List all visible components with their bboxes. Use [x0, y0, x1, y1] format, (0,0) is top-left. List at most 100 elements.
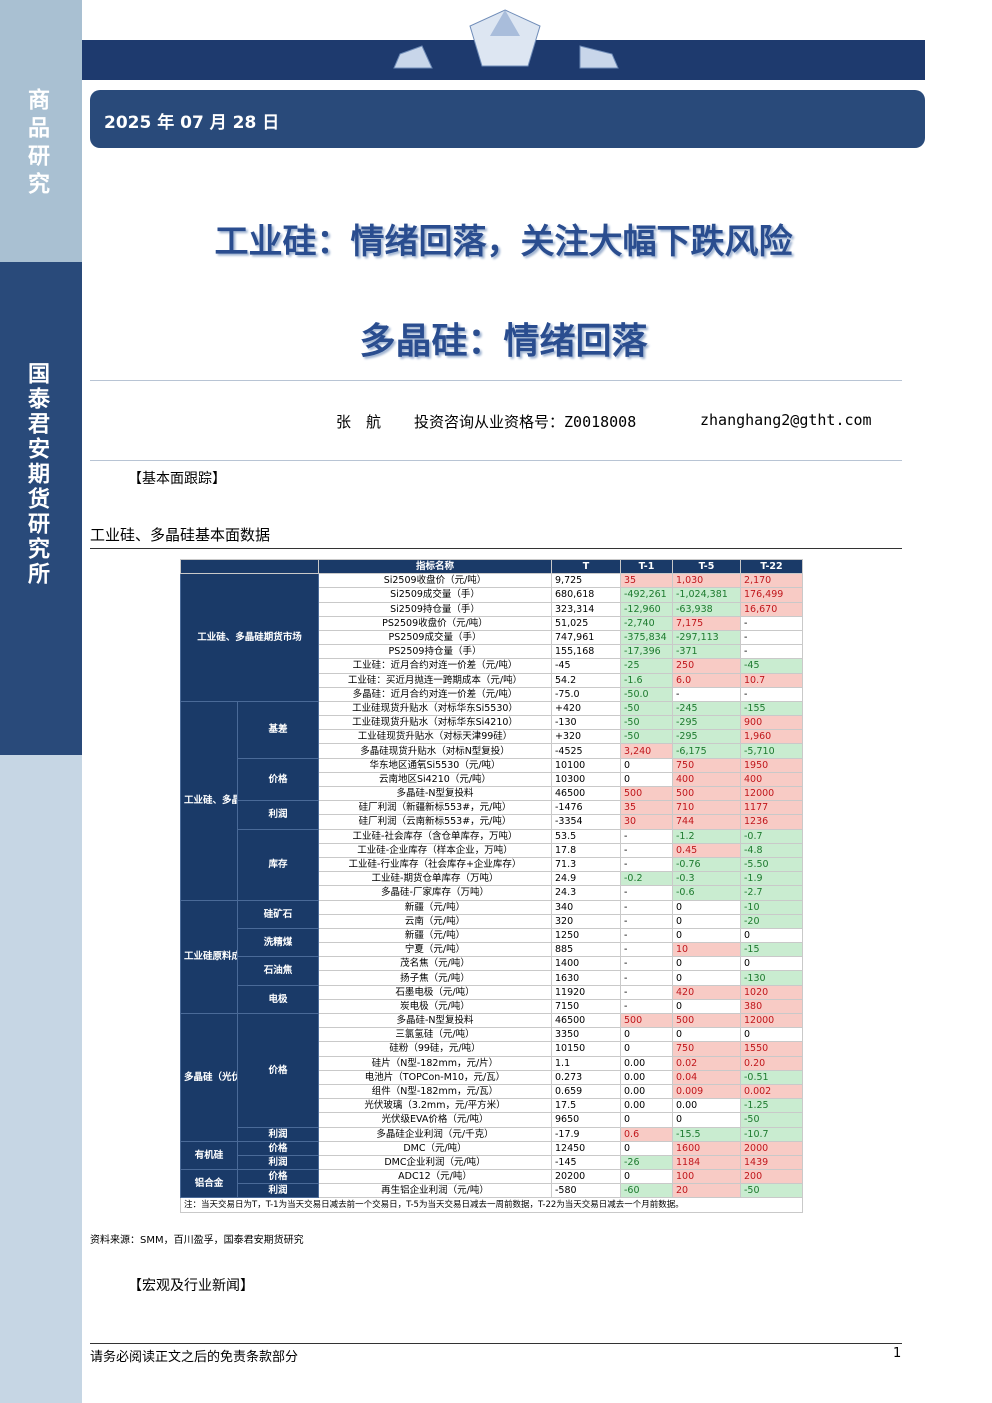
institute-label: 国泰君安期货研究所 — [24, 362, 49, 587]
section-heading: 【基本面跟踪】 — [128, 471, 226, 487]
value-cell: -145 — [551, 1154, 621, 1171]
value-cell: -375,834 — [620, 629, 673, 646]
indicator-name: 电池片（TOPCon-M10，元/瓦） — [318, 1069, 552, 1085]
table-row: 工业硅、多晶硅基差工业硅现货升贴水（对标华东Si5530）+420-50-245… — [180, 700, 803, 901]
subgroup-label: 库存 — [237, 828, 319, 901]
indicator-name: Si2509成交量（手） — [318, 587, 552, 603]
indicator-name: 多晶硅企业利润（元/千克） — [318, 1126, 552, 1142]
table-row: 库存 工业硅-社会库存（含仓单库存，万吨） 53.5- -1.2 -0.7 — [181, 828, 803, 901]
indicator-name: 硅厂利润（新疆新标553#，元/吨） — [318, 800, 552, 816]
subgroup-label: 洗精煤 — [237, 927, 319, 958]
table-row: 电池片（TOPCon-M10，元/瓦） 0.273 0.00 0.04 -0.51 — [181, 1069, 803, 1085]
table-row: 利润 再生铝企业利润（元/吨） -580 -60 20 -50 — [181, 1183, 803, 1199]
value-cell: 0.20 — [740, 1055, 803, 1071]
value-cell: -15 — [740, 942, 803, 958]
group-label: 有机硅 — [180, 1140, 238, 1171]
value-cell: - — [620, 927, 673, 944]
sidebar-bottom — [0, 755, 82, 1403]
page-number: 1 — [893, 1346, 902, 1361]
value-cell: 400 — [740, 771, 803, 788]
indicator-name: 工业硅-行业库存（社会库存+企业库存） — [318, 856, 552, 873]
value-cell: - — [740, 686, 803, 702]
table-row: 指标名称 T T-1 T-5 T-22 — [180, 558, 803, 575]
value-cell: 1950 — [740, 757, 803, 773]
value-cell: 20200 — [551, 1169, 621, 1185]
header-cell: T-22 — [740, 558, 803, 575]
value-cell: -4525 — [551, 743, 621, 759]
indicator-name: 工业硅现货升贴水（对标华东Si5530） — [318, 700, 552, 717]
value-cell: 176,499 — [740, 587, 803, 603]
indicator-name: 多晶硅-N型复投料 — [318, 785, 552, 802]
value-cell: -1476 — [551, 800, 621, 816]
value-cell: - — [740, 629, 803, 646]
group-label: 铝合金 — [180, 1169, 238, 1199]
value-cell: - — [620, 998, 673, 1015]
value-cell: -10.7 — [740, 1126, 803, 1142]
table-row: 注：当天交易日为T，T-1为当天交易日减去前一个交易日，T-5为当天交易日减去一… — [180, 1197, 803, 1213]
table-note: 注：当天交易日为T，T-1为当天交易日减去前一个交易日，T-5为当天交易日减去一… — [180, 1197, 803, 1213]
value-cell: - — [620, 956, 673, 972]
table-row: 宁夏（元/吨） 885-10 -15 — [181, 942, 803, 958]
value-cell: 0.659 — [551, 1083, 621, 1100]
value-cell: -50 — [620, 700, 673, 717]
value-cell: -5,710 — [740, 743, 803, 759]
value-cell: +320 — [551, 729, 621, 745]
value-cell: -3354 — [551, 814, 621, 830]
indicator-name: 工业硅：近月合约对连一价差（元/吨） — [318, 658, 552, 674]
indicator-name: 华东地区通氧Si5530（元/吨） — [318, 757, 552, 773]
data-table: 指标名称 T T-1 T-5 T-22 工业硅、多晶硅期货市场 Si2509收盘价（元/吨）… — [180, 558, 803, 1213]
indicator-name: 工业硅-社会库存（含仓单库存，万吨） — [318, 828, 552, 844]
value-cell: -0.6 — [672, 885, 741, 901]
sidebar-middle — [0, 262, 82, 755]
indicator-name: Si2509收盘价（元/吨） — [318, 573, 552, 589]
value-cell: -130 — [740, 970, 803, 986]
table-row: 扬子焦（元/吨） 1630-0 -130 — [181, 970, 803, 986]
value-cell: -371 — [672, 644, 741, 660]
value-cell: 10.7 — [740, 672, 803, 688]
value-cell: 24.9 — [551, 871, 621, 887]
value-cell: 35 — [620, 573, 673, 589]
value-cell: 7,175 — [672, 615, 741, 631]
value-cell: 12000 — [740, 785, 803, 802]
value-cell: -50 — [620, 729, 673, 745]
subgroup-label: 价格 — [237, 1140, 319, 1156]
value-cell: -1.9 — [740, 871, 803, 887]
table-row: 工业硅原料成本硅矿石新疆（元/吨）340-0-10 — [180, 899, 803, 1014]
value-cell: 0.00 — [620, 1055, 673, 1071]
value-cell: 1184 — [672, 1154, 741, 1171]
value-cell: 420 — [672, 984, 741, 1000]
value-cell: 710 — [672, 800, 741, 816]
value-cell: 24.3 — [551, 885, 621, 901]
table-row: 利润 多晶硅企业利润（元/千克） -17.9 0.6 -15.5 -10.7 — [181, 1126, 803, 1142]
value-cell: 17.5 — [551, 1098, 621, 1114]
table-row: 利润 DMC企业利润（元/吨） -145 -26 1184 1439 — [181, 1154, 803, 1171]
value-cell: - — [620, 899, 673, 915]
value-cell: 0 — [672, 970, 741, 986]
value-cell: -17,396 — [620, 644, 673, 660]
indicator-name: 工业硅现货升贴水（对标天津99硅） — [318, 729, 552, 745]
group-label: 工业硅、多晶硅期货市场 — [180, 573, 319, 702]
table-row: 硅厂利润（云南新标553#，元/吨） -3354 30 744 1236 — [181, 814, 803, 830]
sidebar-top — [0, 0, 82, 262]
value-cell: -45 — [551, 658, 621, 674]
indicator-name: 茂名焦（元/吨） — [318, 956, 552, 972]
value-cell: 0 — [740, 956, 803, 972]
value-cell: 1,960 — [740, 729, 803, 745]
subgroup-label: 价格 — [237, 757, 319, 802]
table-row: 多晶硅-厂家库存（万吨） 24.3- -0.6 -2.7 — [181, 885, 803, 901]
value-cell: 380 — [740, 998, 803, 1015]
value-cell: 0.00 — [620, 1098, 673, 1114]
value-cell: - — [620, 885, 673, 901]
indicator-name: 多晶硅现货升贴水（对标N型复投） — [318, 743, 552, 759]
indicator-name: 工业硅现货升贴水（对标华东Si4210） — [318, 715, 552, 731]
value-cell: 0.009 — [672, 1083, 741, 1100]
value-cell: 46500 — [551, 785, 621, 802]
value-cell: 0 — [740, 1027, 803, 1043]
author-license: 投资咨询从业资格号：Z0018008 — [414, 413, 637, 431]
indicator-name: DMC企业利润（元/吨） — [318, 1154, 552, 1171]
value-cell: 0 — [620, 1112, 673, 1128]
value-cell: 885 — [551, 942, 621, 958]
indicator-name: 组件（N型-182mm，元/瓦） — [318, 1083, 552, 1100]
